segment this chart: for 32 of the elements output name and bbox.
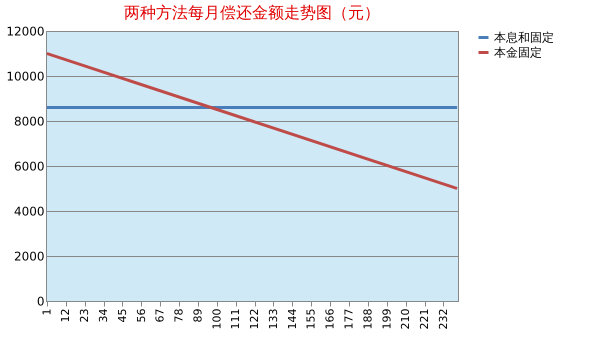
x-tick-label: 177 [342, 308, 356, 330]
x-tick-label: 67 [154, 308, 167, 322]
x-tick-label: 232 [436, 308, 450, 330]
x-tick-label: 111 [229, 308, 242, 330]
x-tick-label: 133 [266, 308, 280, 330]
x-tick-label: 166 [324, 308, 337, 330]
x-tick-label: 155 [304, 308, 318, 330]
x-tick-label: 199 [380, 308, 394, 330]
x-tick-label: 210 [399, 308, 412, 330]
y-tick-label: 12000 [6, 24, 44, 38]
x-tick-label: 34 [97, 308, 110, 322]
x-tick-label: 78 [172, 308, 186, 322]
legend-label: 本息和固定 [494, 30, 554, 44]
x-tick-label: 122 [248, 308, 262, 330]
y-tick-label: 10000 [6, 70, 44, 84]
chart-title: 两种方法每月偿还金额走势图（元） [124, 3, 380, 22]
y-tick-label: 8000 [14, 114, 44, 128]
x-tick-label: 23 [78, 308, 92, 322]
y-tick-label: 4000 [14, 204, 44, 218]
legend-label: 本金固定 [494, 46, 542, 60]
y-tick-label: 0 [36, 294, 44, 308]
y-tick-label: 2000 [14, 250, 44, 264]
x-tick-label: 1 [40, 308, 54, 316]
x-tick-label: 221 [418, 308, 432, 330]
y-tick-label: 6000 [14, 160, 44, 174]
x-tick-label: 56 [134, 308, 148, 322]
x-tick-label: 89 [191, 308, 204, 322]
x-tick-label: 45 [116, 308, 129, 322]
x-tick-label: 12 [59, 308, 72, 322]
x-tick-label: 144 [286, 308, 299, 330]
x-tick-label: 100 [210, 308, 224, 330]
x-tick-label: 188 [361, 308, 374, 330]
